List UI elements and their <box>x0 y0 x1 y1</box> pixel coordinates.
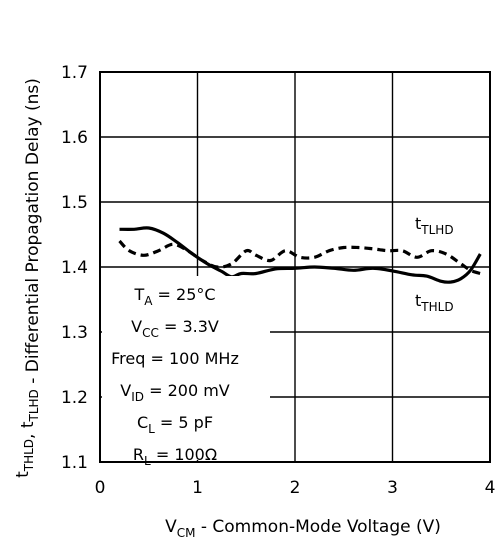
y-tick-label: 1.7 <box>61 63 88 83</box>
y-tick-label: 1.4 <box>61 258 88 278</box>
series-group <box>118 226 482 284</box>
x-tick-label: 1 <box>192 478 203 498</box>
series-line-tlhd <box>118 239 481 276</box>
y-tick-label: 1.1 <box>61 453 88 473</box>
x-tick-label: 3 <box>387 478 398 498</box>
y-tick-label: 1.6 <box>61 128 88 148</box>
test-conditions: TA = 25°C VCC = 3.3V Freq = 100 MHz VID = 2… <box>102 276 270 468</box>
series-label-tlhd: tTLHD <box>415 214 454 237</box>
x-tick-label: 2 <box>290 478 301 498</box>
condition-line: Freq = 100 MHz <box>111 349 239 368</box>
x-tick-label: 0 <box>95 478 106 498</box>
y-tick-label: 1.5 <box>61 193 88 213</box>
series-labels: tTLHD tTHLD <box>415 214 454 314</box>
y-tick-label: 1.2 <box>61 388 88 408</box>
axis-titles: VCM - Common-Mode Voltage (V) tTHLD, tTLH… <box>13 78 441 540</box>
conditions-box <box>102 276 270 460</box>
series-line-thld <box>119 226 482 284</box>
plot-frame <box>99 71 491 463</box>
y-tick-label: 1.3 <box>61 323 88 343</box>
series-label-thld: tTHLD <box>415 291 454 314</box>
condition-line: TA = 25°C <box>133 285 215 308</box>
condition-line: VCC = 3.3V <box>131 317 219 340</box>
plot-border <box>99 71 491 463</box>
condition-line: CL = 5 pF <box>137 413 213 436</box>
tick-labels: 1.1 1.2 1.3 1.4 1.5 1.6 1.7 0 1 2 3 4 <box>61 63 495 498</box>
x-axis-title: VCM - Common-Mode Voltage (V) <box>165 517 441 540</box>
y-axis-title: tTHLD, tTLHD - Differential Propagation … <box>13 78 43 478</box>
condition-line: VID = 200 mV <box>120 381 230 404</box>
x-tick-label: 4 <box>485 478 496 498</box>
condition-line: RL = 100Ω <box>133 445 217 468</box>
